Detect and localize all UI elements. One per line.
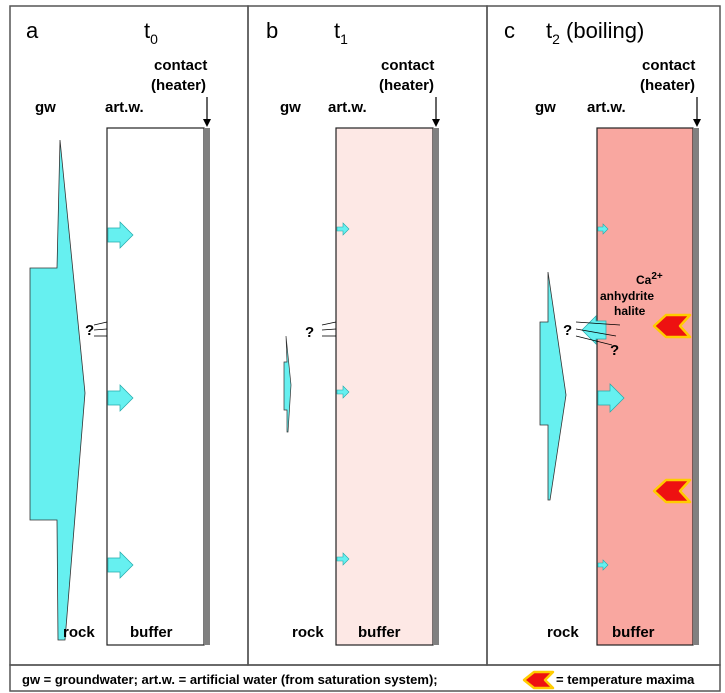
- panel-b-heater-label: (heater): [379, 77, 434, 94]
- panel-a-groundwater: [29, 139, 86, 641]
- panel-b-groundwater: [283, 335, 292, 433]
- panel-c-temp-max-2: [652, 478, 692, 504]
- panel-c-ca-label: Ca2+: [636, 271, 663, 287]
- legend-temp-icon: [522, 670, 555, 690]
- panel-c-backflow-arrow: [581, 315, 607, 345]
- panel-c-groundwater: [539, 271, 567, 501]
- legend-text: gw = groundwater; art.w. = artificial wa…: [22, 672, 438, 687]
- panel-c-gw-label: gw: [535, 99, 556, 116]
- panel-b-heater: [433, 128, 439, 645]
- panel-c-artw-arrow-3: [597, 559, 609, 571]
- panel-b-flow-line-1: [321, 321, 337, 326]
- panel-a-gw-label: gw: [35, 99, 56, 116]
- panel-c-heater: [693, 128, 699, 645]
- panel-c-contact-arrowhead: [693, 119, 701, 127]
- panel-a-artw-arrow-1: [107, 221, 134, 249]
- panel-c-heater-label: (heater): [640, 77, 695, 94]
- panel-b-question: ?: [305, 324, 314, 341]
- panel-c-flow-line-2: [575, 328, 617, 337]
- panel-c-flow-line-1: [575, 321, 621, 326]
- panel-b-contact-arrowhead: [432, 119, 440, 127]
- panel-c-flow-line-3: [575, 335, 613, 346]
- panel-a-artw-arrow-3: [107, 551, 134, 579]
- panel-c-time: t2 (boiling): [546, 18, 644, 47]
- panel-a-question: ?: [85, 322, 94, 339]
- panel-b-rock-label: rock: [292, 624, 324, 641]
- panel-c-artw-arrow-1: [597, 223, 609, 235]
- panel-c-letter: c: [504, 18, 515, 43]
- panel-c-artw-arrow-2: [597, 383, 625, 413]
- panel-b-artw-arrow-2: [336, 385, 350, 399]
- panel-c: c t2 (boiling) contact (heater) gw art.w…: [504, 18, 701, 646]
- panel-b-artw-arrow-3: [336, 552, 350, 566]
- panel-a-letter: a: [26, 18, 39, 43]
- panel-c-buffer-label: buffer: [612, 624, 655, 641]
- panel-c-question-2: ?: [610, 342, 619, 359]
- panel-c-temp-max-1: [652, 313, 692, 339]
- panel-a-flow-line-2: [93, 328, 108, 331]
- panel-b-artw-label: art.w.: [328, 99, 367, 116]
- panel-a-artw-label: art.w.: [105, 99, 144, 116]
- panel-a-rock-label: rock: [63, 624, 95, 641]
- panel-a: a t0 contact (heater) gw art.w. ? rock b…: [26, 18, 211, 646]
- panel-a-artw-arrow-2: [107, 384, 134, 412]
- panel-b-artw-arrow-1: [336, 222, 350, 236]
- panel-c-artw-label: art.w.: [587, 99, 626, 116]
- legend-temp-text: = temperature maxima: [556, 672, 695, 687]
- panel-a-flow-line-1: [93, 321, 108, 326]
- panel-c-question-1: ?: [563, 322, 572, 339]
- panel-a-contact-label: contact: [154, 57, 207, 74]
- legend-frame: [9, 664, 721, 692]
- panel-c-rock-label: rock: [547, 624, 579, 641]
- panel-b-time: t1: [334, 18, 348, 47]
- panel-b-letter: b: [266, 18, 278, 43]
- panel-c-anhydrite-label: anhydrite: [600, 289, 654, 303]
- panel-b-contact-label: contact: [381, 57, 434, 74]
- legend: gw = groundwater; art.w. = artificial wa…: [22, 670, 695, 690]
- panel-b-buffer: [335, 127, 434, 646]
- panel-b-gw-label: gw: [280, 99, 301, 116]
- panel-a-time: t0: [144, 18, 158, 47]
- panel-b: b t1 contact (heater) gw art.w. ? rock b…: [266, 18, 440, 646]
- panel-c-buffer: [596, 127, 694, 646]
- panel-a-buffer-label: buffer: [130, 624, 173, 641]
- panel-c-contact-label: contact: [642, 57, 695, 74]
- panel-c-halite-label: halite: [614, 304, 646, 318]
- panel-b-flow-line-2: [321, 328, 337, 331]
- panel-b-buffer-label: buffer: [358, 624, 401, 641]
- panel-a-contact-arrowhead: [203, 119, 211, 127]
- panel-a-heater-label: (heater): [151, 77, 206, 94]
- panel-a-heater: [204, 128, 210, 645]
